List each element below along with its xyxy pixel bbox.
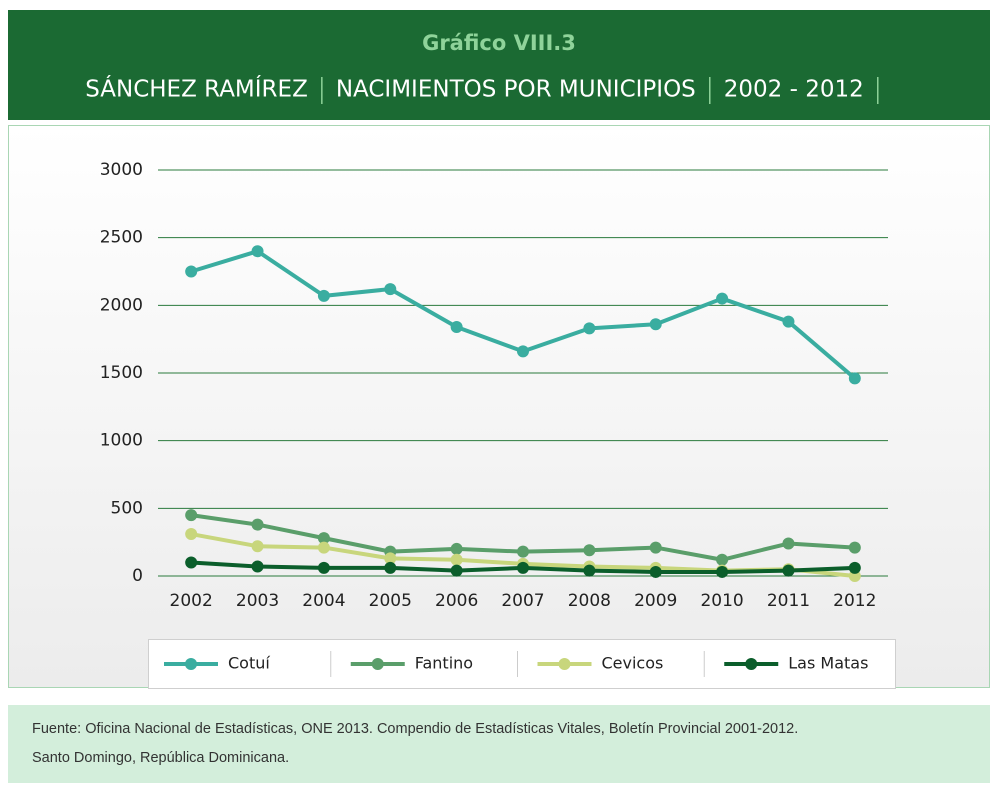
subtitle: SÁNCHEZ RAMÍREZ NACIMIENTOS POR MUNICIPIO… — [85, 75, 879, 104]
point — [583, 544, 596, 557]
x-tick-label: 2002 — [170, 591, 213, 611]
point — [649, 565, 662, 578]
x-tick-label: 2003 — [236, 591, 279, 611]
plot-panel — [8, 125, 990, 688]
point — [384, 552, 397, 565]
point — [450, 320, 463, 333]
point — [251, 540, 264, 553]
legend-label: Cotuí — [228, 654, 270, 673]
point — [384, 561, 397, 574]
point — [185, 265, 198, 278]
point — [185, 528, 198, 541]
y-tick-label: 2500 — [100, 228, 143, 248]
x-tick-label: 2006 — [435, 591, 478, 611]
point — [317, 541, 330, 554]
y-tick-label: 500 — [111, 498, 143, 518]
point — [251, 560, 264, 573]
source-line: Fuente: Oficina Nacional de Estadísticas… — [32, 721, 798, 737]
x-tick-label: 2005 — [369, 591, 412, 611]
legend-label: Cevicos — [602, 654, 664, 673]
point — [649, 541, 662, 554]
chart-title: Gráfico VIII.3 — [422, 31, 576, 55]
subtitle-part: 2002 - 2012 — [724, 77, 864, 103]
point — [716, 565, 729, 578]
y-tick-label: 1500 — [100, 363, 143, 383]
y-tick-label: 1000 — [100, 431, 143, 451]
point — [317, 561, 330, 574]
point — [716, 292, 729, 305]
point — [848, 561, 861, 574]
point — [782, 315, 795, 328]
y-tick-label: 0 — [132, 566, 143, 586]
point — [317, 532, 330, 545]
point — [848, 372, 861, 385]
x-tick-label: 2009 — [634, 591, 677, 611]
legend-label: Fantino — [415, 654, 473, 673]
point — [782, 564, 795, 577]
point — [517, 561, 529, 574]
point — [517, 345, 529, 358]
point — [185, 556, 198, 569]
subtitle-part: NACIMIENTOS POR MUNICIPIOS — [336, 77, 696, 103]
subtitle-part: SÁNCHEZ RAMÍREZ — [85, 75, 308, 103]
x-tick-label: 2011 — [767, 591, 810, 611]
point — [251, 518, 264, 531]
point — [317, 289, 330, 302]
point — [583, 322, 596, 335]
point — [649, 318, 662, 331]
legend-swatch — [745, 658, 758, 670]
point — [782, 537, 795, 550]
legend-swatch — [185, 658, 197, 670]
x-tick-label: 2004 — [302, 591, 345, 611]
point — [384, 283, 397, 296]
point — [251, 245, 264, 258]
point — [848, 541, 861, 554]
x-tick-label: 2010 — [700, 591, 743, 611]
x-tick-label: 2007 — [501, 591, 544, 611]
legend-swatch — [371, 658, 384, 670]
point — [450, 564, 463, 577]
legend-swatch — [558, 658, 571, 670]
x-tick-label: 2012 — [833, 591, 876, 611]
legend-label: Las Matas — [788, 654, 868, 673]
y-tick-label: 2000 — [100, 295, 143, 315]
point — [450, 542, 463, 555]
x-tick-label: 2008 — [568, 591, 611, 611]
point — [517, 545, 529, 558]
point — [450, 553, 463, 566]
source-line: Santo Domingo, República Dominicana. — [32, 750, 289, 766]
point — [716, 553, 729, 566]
point — [583, 564, 596, 577]
point — [185, 509, 198, 522]
y-tick-label: 3000 — [100, 160, 143, 180]
source-box — [8, 705, 990, 783]
header-band — [8, 10, 990, 120]
